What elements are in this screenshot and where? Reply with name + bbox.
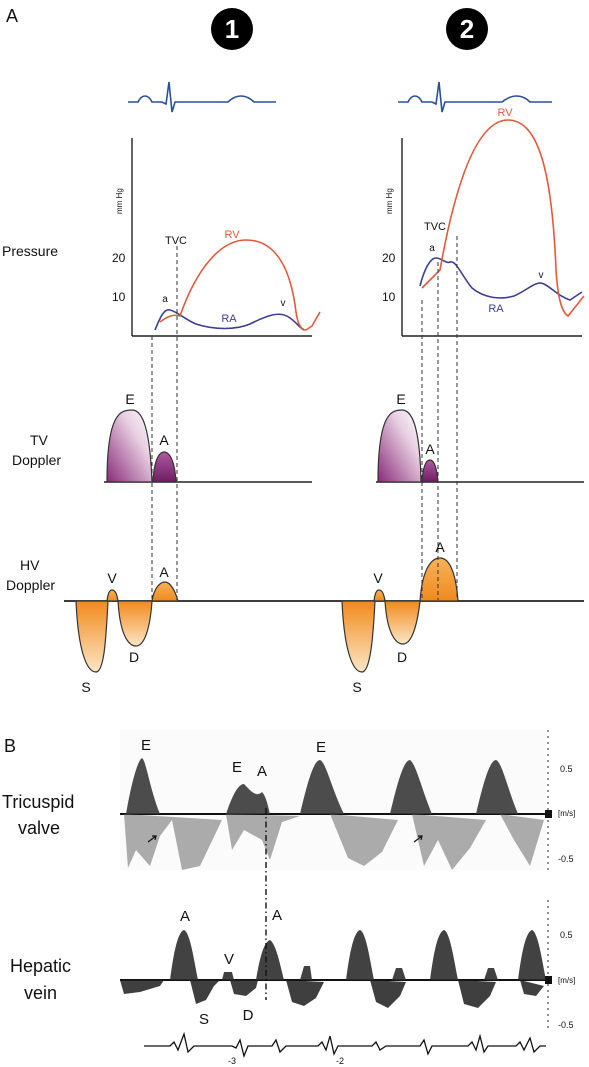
hv-v-wave-1 (106, 589, 119, 602)
hv-v-wave-2 (373, 589, 386, 602)
tv-a-wave-1 (152, 451, 177, 483)
hv-d-label-2: D (397, 649, 407, 665)
hepatic-scale-pos: 0.5 (560, 930, 573, 940)
ra-label-2: RA (488, 303, 504, 315)
hv-s-wave-1 (75, 600, 109, 673)
tv-e-wave-1 (106, 409, 153, 483)
rv-curve-2 (421, 119, 585, 318)
hv-v-label-1: V (107, 570, 117, 586)
pressure-chart-1: mm Hg 20 10 RV RA TVC a v (112, 138, 321, 337)
tv-doppler-2: E A (376, 391, 584, 483)
ecg-trace-1 (128, 81, 276, 113)
hepatic-a-label-2: A (272, 907, 282, 924)
column-1-badge: 1 (211, 8, 253, 50)
hepatic-doppler-trace: A V A S D (120, 907, 548, 1028)
hv-d-wave-1 (117, 600, 153, 647)
y-axis-unit-1: mm Hg (115, 188, 124, 214)
panel-b-label: B (4, 736, 16, 756)
ecg-mark-1: -3 (228, 1056, 236, 1066)
ra-curve-2 (419, 257, 583, 301)
rv-label-2: RV (497, 107, 513, 119)
hepatic-velocity-scale: 0.5 [m/s] -0.5 (545, 900, 575, 1030)
hepatic-scale-neg: -0.5 (558, 1020, 574, 1030)
tv-doppler-1: E A (104, 391, 312, 483)
tricuspid-e-label-2: E (232, 759, 242, 776)
hepatic-a-label-1: A (180, 908, 190, 925)
tv-e-label-2: E (396, 391, 405, 407)
tricuspid-scale-unit: [m/s] (558, 809, 575, 818)
hv-a-label-2: A (435, 539, 445, 555)
hv-a-wave-2 (419, 557, 459, 602)
pressure-chart-2: mm Hg 20 10 RV RA TVC a v (382, 107, 585, 337)
tv-a-label-2: A (425, 441, 435, 457)
row-label-hv: HV (20, 557, 40, 573)
column-2-badge: 2 (446, 8, 488, 50)
hv-doppler-1: V A D S (75, 564, 179, 695)
row-label-hv-doppler: Doppler (6, 577, 55, 593)
hv-doppler-2: V A D S (341, 539, 459, 695)
tricuspid-scale-neg: -0.5 (558, 854, 574, 864)
tvc-label-1: TVC (165, 235, 187, 247)
hv-s-wave-2 (341, 600, 376, 673)
tick-20-1: 20 (112, 251, 126, 265)
panel-a-label: A (6, 6, 18, 26)
row-label-tv: TV (30, 432, 49, 448)
tricuspid-velocity-scale: 0.5 [m/s] -0.5 (545, 730, 575, 870)
hv-a-wave-1 (151, 581, 179, 602)
tv-e-wave-2 (377, 409, 422, 483)
tick-10-1: 10 (112, 290, 126, 304)
hv-s-label-1: S (81, 679, 90, 695)
wave-v-label-1: v (281, 298, 286, 309)
wave-a-label-1: a (162, 294, 168, 305)
ecg-mark-2: -2 (336, 1056, 344, 1066)
tvc-label-2: TVC (424, 221, 446, 233)
row-label-tv-doppler: Doppler (12, 452, 61, 468)
y-axis-unit-2: mm Hg (385, 188, 394, 214)
ecg-trace-2 (398, 81, 552, 113)
ra-label-1: RA (221, 313, 237, 325)
hepatic-s-label: S (199, 1011, 209, 1028)
column-1-number: 1 (225, 14, 239, 44)
rv-curve-1 (159, 239, 321, 331)
timing-dashed-lines (151, 236, 458, 600)
hepatic-d-label: D (243, 1007, 254, 1024)
hepatic-scale-unit: [m/s] (558, 976, 575, 985)
row-label-tricuspid: Tricuspid (2, 792, 74, 812)
tricuspid-doppler-trace: E E A E (120, 730, 548, 870)
row-label-valve: valve (18, 818, 60, 838)
hv-v-label-2: V (373, 570, 383, 586)
hv-s-label-2: S (352, 679, 361, 695)
hv-a-label-1: A (159, 564, 169, 580)
tricuspid-e-label-1: E (141, 737, 151, 754)
hepatic-v-label: V (224, 951, 234, 968)
tricuspid-e-label-3: E (316, 739, 326, 756)
wave-a-label-2: a (429, 243, 435, 254)
ecg-trace-bottom (144, 1031, 546, 1059)
tick-20-2: 20 (382, 251, 396, 265)
row-label-hepatic: Hepatic (10, 956, 71, 976)
tricuspid-a-label: A (257, 763, 267, 780)
column-2-number: 2 (460, 14, 474, 44)
row-label-vein: vein (24, 983, 57, 1003)
tricuspid-scale-pos: 0.5 (560, 764, 573, 774)
rv-label-1: RV (224, 229, 240, 241)
ra-curve-1 (154, 308, 305, 331)
row-label-pressure: Pressure (2, 243, 58, 259)
hv-d-wave-2 (384, 600, 421, 645)
tick-10-2: 10 (382, 290, 396, 304)
wave-v-label-2: v (539, 270, 544, 281)
tv-a-wave-2 (421, 459, 439, 483)
tv-e-label-1: E (125, 391, 134, 407)
tv-a-label-1: A (159, 432, 169, 448)
hv-d-label-1: D (129, 649, 139, 665)
